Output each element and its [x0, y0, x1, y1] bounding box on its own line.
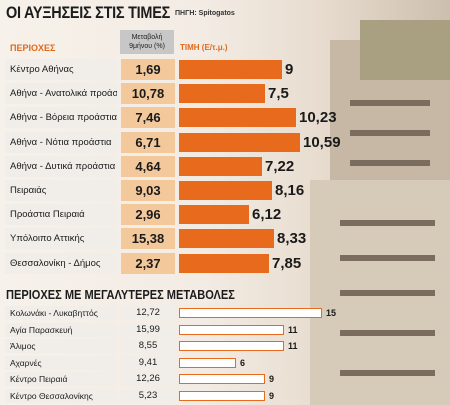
area-bar-label: 9	[269, 391, 275, 401]
area-bar-label: 6	[240, 358, 246, 368]
area-change-value: 9,41	[121, 356, 175, 370]
window-shape	[340, 290, 435, 296]
area-bar	[179, 391, 265, 401]
price-label: 8,33	[277, 230, 307, 247]
price-bar	[179, 157, 262, 176]
area-bar-label: 15	[326, 308, 337, 318]
area-bar-label: 11	[288, 341, 298, 351]
price-bar	[179, 60, 282, 79]
change-value: 9,03	[121, 180, 175, 201]
area-change-value: 12,26	[121, 372, 175, 386]
region-label: Αθήνα - Νότια προάστια	[5, 132, 117, 153]
change-value: 6,71	[121, 132, 175, 153]
price-bar	[179, 205, 249, 224]
area-bar	[179, 325, 284, 335]
change-value: 2,37	[121, 253, 175, 274]
area-bar	[179, 308, 322, 318]
change-value: 2,96	[121, 204, 175, 225]
area-bar-label: 9	[269, 374, 275, 384]
area-label: Κολωνάκι - Λυκαβηττός	[5, 306, 117, 320]
price-bar	[179, 181, 272, 200]
area-change-value: 5,23	[121, 389, 175, 403]
column-header-regions: ΠΕΡΙΟΧΕΣ	[10, 43, 56, 53]
region-label: Υπόλοιπο Αττικής	[5, 228, 117, 249]
change-value: 7,46	[121, 107, 175, 128]
region-label: Θεσσαλονίκη - Δήμος	[5, 253, 117, 274]
column-header-price: ΤΙΜΗ (Ε/τ.μ.)	[180, 43, 228, 52]
source-note: ΠΗΓΗ: Spitogatos	[175, 10, 235, 17]
window-shape	[340, 220, 435, 226]
price-label: 6,12	[252, 206, 282, 223]
price-bar	[179, 254, 269, 273]
price-bar	[179, 133, 300, 152]
change-value: 10,78	[121, 83, 175, 104]
change-value: 1,69	[121, 59, 175, 80]
price-label: 10,59	[303, 134, 341, 151]
window-shape	[340, 370, 435, 376]
area-change-value: 12,72	[121, 306, 175, 320]
change-value: 15,38	[121, 228, 175, 249]
window-shape	[350, 160, 430, 166]
area-bar	[179, 341, 284, 351]
change-value: 4,64	[121, 156, 175, 177]
page-title: ΟΙ ΑΥΞΗΣΕΙΣ ΣΤΙΣ ΤΙΜΕΣ	[6, 3, 171, 22]
area-label: Άλιμος	[5, 339, 117, 353]
window-shape	[350, 130, 430, 136]
area-bar	[179, 358, 236, 368]
price-label: 9	[285, 61, 294, 78]
region-label: Προάστια Πειραιά	[5, 204, 117, 225]
price-label: 7,85	[272, 255, 302, 272]
building-shape	[360, 20, 450, 80]
area-label: Κέντρο Θεσσαλονίκης	[5, 389, 117, 403]
price-label: 8,16	[275, 182, 305, 199]
area-change-value: 15,99	[121, 323, 175, 337]
region-label: Αθήνα - Δυτικά προάστια	[5, 156, 117, 177]
price-label: 7,5	[268, 85, 289, 102]
price-label: 10,23	[299, 109, 337, 126]
region-label: Αθήνα - Βόρεια προάστια	[5, 107, 117, 128]
area-label: Αγία Παρασκευή	[5, 323, 117, 337]
price-bar	[179, 108, 296, 127]
price-bar	[179, 84, 265, 103]
area-bar	[179, 374, 265, 384]
column-header-change: Μεταβολή 9μήνου (%)	[120, 30, 174, 54]
area-bar-label: 11	[288, 325, 298, 335]
window-shape	[340, 255, 435, 261]
area-label: Αχαρνές	[5, 356, 117, 370]
window-shape	[350, 100, 430, 106]
price-label: 7,22	[265, 158, 295, 175]
area-label: Κέντρο Πειραιά	[5, 372, 117, 386]
section-title: ΠΕΡΙΟΧΕΣ ΜΕ ΜΕΓΑΛΥΤΕΡΕΣ ΜΕΤΑΒΟΛΕΣ	[6, 287, 235, 302]
region-label: Κέντρο Αθήνας	[5, 59, 117, 80]
price-bar	[179, 229, 274, 248]
window-shape	[340, 330, 435, 336]
region-label: Αθήνα - Ανατολικά προάστια	[5, 83, 117, 104]
region-label: Πειραιάς	[5, 180, 117, 201]
area-change-value: 8,55	[121, 339, 175, 353]
